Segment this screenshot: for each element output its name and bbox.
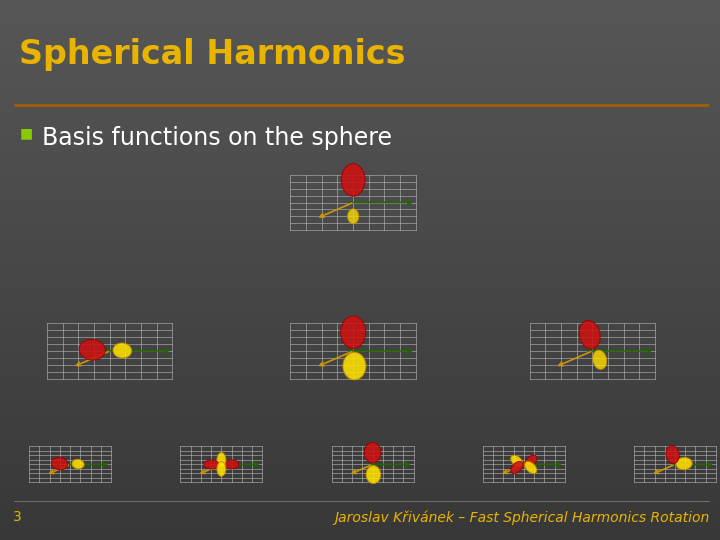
Text: Spherical Harmonics: Spherical Harmonics xyxy=(19,38,406,71)
Ellipse shape xyxy=(525,455,537,468)
Ellipse shape xyxy=(204,460,219,469)
Ellipse shape xyxy=(341,164,365,196)
Ellipse shape xyxy=(525,461,537,474)
Ellipse shape xyxy=(51,457,68,470)
Ellipse shape xyxy=(113,343,132,358)
Ellipse shape xyxy=(72,460,84,469)
Ellipse shape xyxy=(666,446,679,463)
Ellipse shape xyxy=(224,460,239,469)
Ellipse shape xyxy=(579,320,600,349)
Ellipse shape xyxy=(217,453,226,467)
Ellipse shape xyxy=(343,352,366,380)
Ellipse shape xyxy=(348,209,359,224)
Ellipse shape xyxy=(676,457,692,470)
Ellipse shape xyxy=(366,465,381,484)
Text: Basis functions on the sphere: Basis functions on the sphere xyxy=(42,126,392,150)
Text: ■: ■ xyxy=(19,126,32,140)
Ellipse shape xyxy=(79,340,105,360)
Ellipse shape xyxy=(217,462,226,476)
Text: 3: 3 xyxy=(13,510,22,524)
Ellipse shape xyxy=(593,350,607,369)
Ellipse shape xyxy=(510,461,523,474)
Ellipse shape xyxy=(364,442,381,463)
Ellipse shape xyxy=(341,316,366,348)
Text: Jaroslav Křivánek – Fast Spherical Harmonics Rotation: Jaroslav Křivánek – Fast Spherical Harmo… xyxy=(334,510,709,525)
Ellipse shape xyxy=(510,455,523,468)
